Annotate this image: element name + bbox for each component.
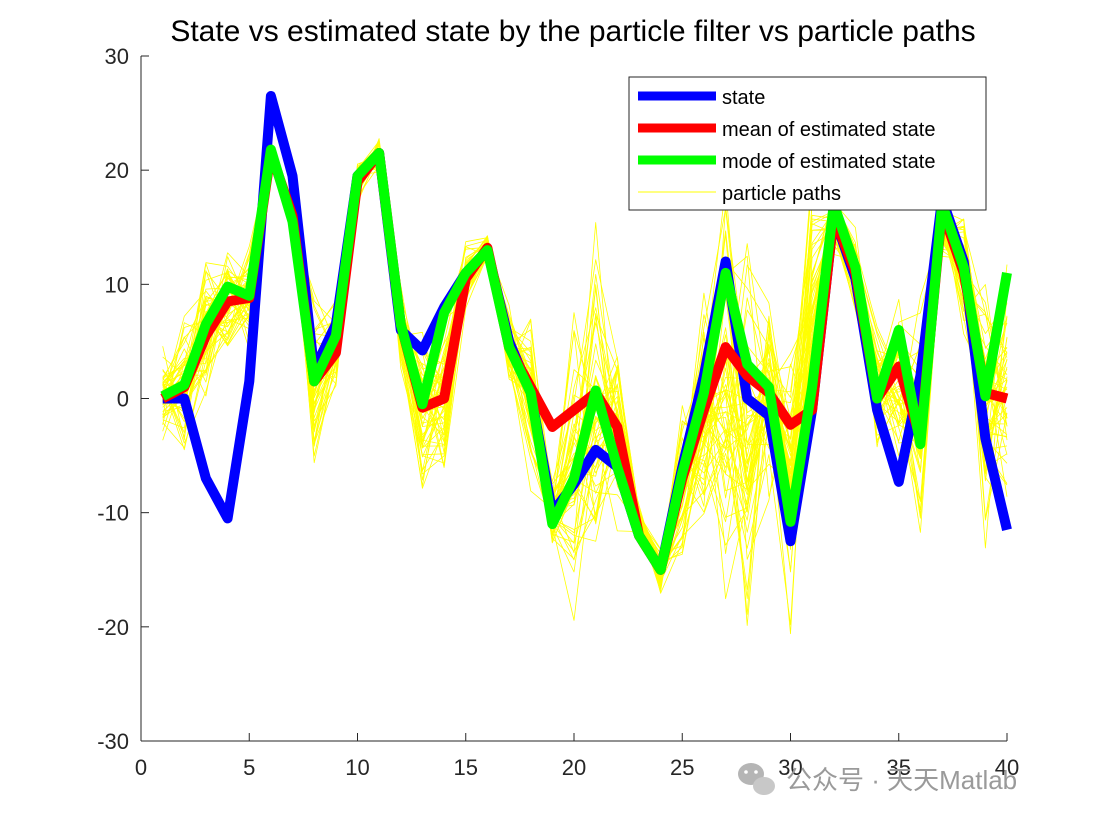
x-tick-label: 5 bbox=[243, 755, 255, 780]
watermark: 公众号 · 天天Matlab bbox=[738, 763, 1017, 795]
y-tick-label: -20 bbox=[97, 615, 129, 640]
y-tick-label: -30 bbox=[97, 729, 129, 754]
legend: state mean of estimated state mode of es… bbox=[628, 76, 987, 211]
y-tick-label: 20 bbox=[105, 158, 129, 183]
legend-label-mean: mean of estimated state bbox=[722, 119, 935, 141]
x-tick-label: 30 bbox=[778, 755, 802, 780]
y-tick-label: 0 bbox=[117, 387, 129, 412]
legend-label-mode: mode of estimated state bbox=[722, 151, 935, 173]
series-lines-group bbox=[160, 91, 1012, 575]
x-tick-label: 35 bbox=[887, 755, 911, 780]
watermark-text: 公众号 · 天天Matlab bbox=[786, 765, 1017, 795]
x-tick-label: 20 bbox=[562, 755, 586, 780]
tick-labels-group: 0 5 10 15 20 25 30 35 40 -30 -20 -10 0 10 20 30 bbox=[97, 44, 1019, 780]
y-tick-label: 30 bbox=[105, 44, 129, 69]
mode-estimated-state-line bbox=[160, 144, 1012, 575]
x-tick-label: 25 bbox=[670, 755, 694, 780]
x-tick-label: 40 bbox=[995, 755, 1019, 780]
legend-label-state: state bbox=[722, 87, 765, 109]
x-tick-label: 0 bbox=[135, 755, 147, 780]
y-tick-label: 10 bbox=[105, 272, 129, 297]
x-tick-label: 10 bbox=[345, 755, 369, 780]
chart-title: State vs estimated state by the particle… bbox=[170, 15, 975, 48]
x-tick-label: 15 bbox=[454, 755, 478, 780]
wechat-icon bbox=[738, 763, 775, 795]
y-tick-label: -10 bbox=[97, 501, 129, 526]
legend-label-particles: particle paths bbox=[722, 183, 841, 205]
